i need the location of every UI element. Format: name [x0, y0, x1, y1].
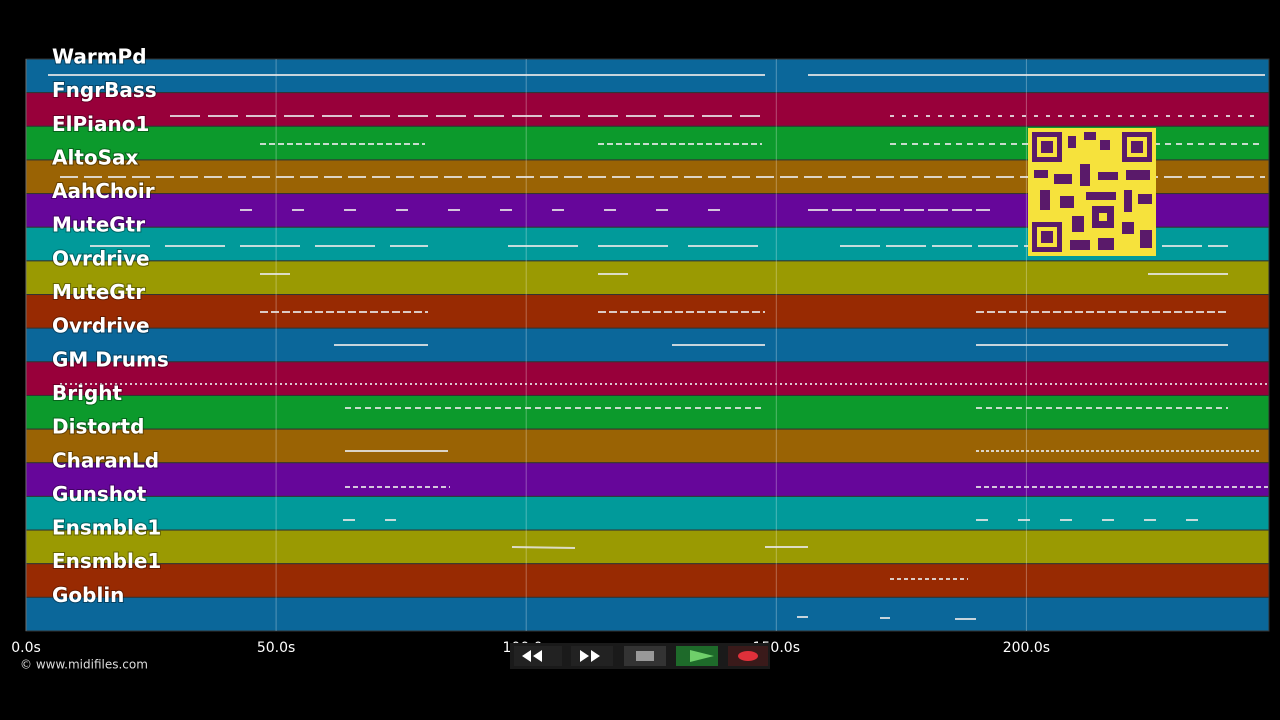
qr-code: [1028, 128, 1156, 256]
notes: [48, 74, 1268, 620]
track-label: FngrBass: [52, 78, 157, 102]
play-button[interactable]: [676, 646, 718, 666]
tick-label: 0.0s: [11, 640, 41, 656]
stop-button[interactable]: [624, 646, 666, 666]
rewind-button[interactable]: [514, 646, 562, 666]
track-label: CharanLd: [52, 448, 159, 472]
track-band: [25, 529, 1270, 565]
track-label: WarmPd: [52, 45, 147, 69]
track-band: [25, 495, 1270, 531]
track-label: Ovrdrive: [52, 246, 150, 270]
track-label: Gunshot: [52, 482, 147, 506]
track-label: MuteGtr: [52, 213, 145, 237]
track-label: Ensmble1: [52, 516, 161, 540]
transport-controls: [510, 643, 770, 669]
record-button[interactable]: [728, 646, 768, 666]
track-label: AahChoir: [52, 179, 155, 203]
track-band: [25, 260, 1270, 296]
tick-label: 50.0s: [257, 640, 295, 656]
track-label: Ovrdrive: [52, 314, 150, 338]
track-labels: WarmPd FngrBass ElPiano1 AltoSax AahChoir Mut…: [51, 44, 170, 608]
track-band: [25, 92, 1270, 127]
note: [511, 546, 576, 549]
track-label: Ensmble1: [52, 549, 161, 573]
track-label: Distortd: [52, 415, 144, 439]
track-label: Bright: [52, 381, 123, 405]
fast-forward-button[interactable]: [571, 646, 613, 666]
track-label: ElPiano1: [52, 112, 149, 136]
track-label: MuteGtr: [52, 280, 145, 304]
track-band: [25, 563, 1270, 598]
track-label: GM Drums: [52, 347, 169, 371]
track-band: [25, 361, 1270, 396]
tick-label: 200.0s: [1003, 640, 1050, 656]
track-label: AltoSax: [52, 145, 139, 169]
track-band: [25, 462, 1270, 497]
footer: © www.midifiles.com: [20, 658, 148, 672]
track-band: [25, 394, 1270, 430]
track-label: Goblin: [52, 583, 124, 607]
track-band: [25, 596, 1270, 632]
track-band: [25, 428, 1270, 464]
